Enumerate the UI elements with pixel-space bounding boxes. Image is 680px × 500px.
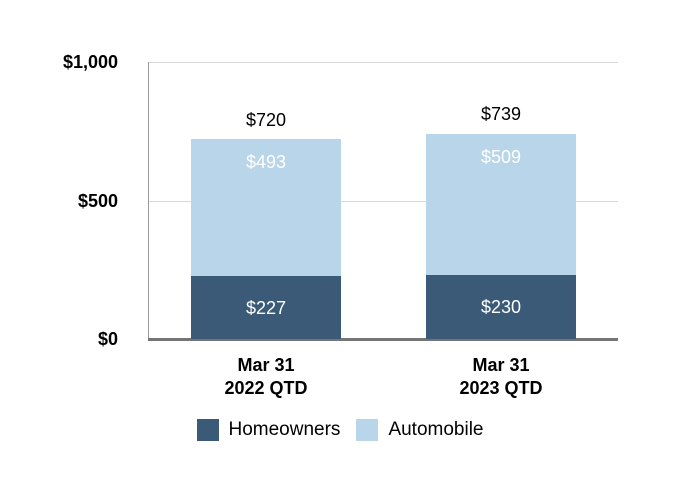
total-value-label-mar-31-2023-qtd: $739 — [480, 104, 522, 124]
bar-segment-homeowners-mar-31-2023-qtd: $230 — [426, 275, 576, 339]
x-category-label-mar-31-2022-qtd: Mar 31 2022 QTD — [191, 354, 341, 400]
x-category-line: Mar 31 — [237, 355, 295, 375]
segment-value-label: $509 — [480, 147, 522, 167]
segment-value-label: $493 — [245, 152, 287, 172]
x-category-line: 2022 QTD — [224, 378, 308, 398]
x-axis-line — [148, 338, 618, 341]
legend-item-automobile: Automobile — [356, 418, 484, 441]
y-tick-label-500: $500 — [77, 191, 118, 211]
segment-value-label: $227 — [245, 297, 287, 318]
gridline-1000 — [148, 62, 618, 63]
y-tick-label-1000: $1,000 — [62, 52, 118, 72]
gridline-500 — [148, 201, 618, 202]
legend-swatch-automobile — [356, 418, 379, 441]
total-value-label-mar-31-2022-qtd: $720 — [245, 110, 287, 130]
y-axis-line — [148, 62, 149, 339]
legend-item-homeowners: Homeowners — [196, 418, 341, 441]
bar-segment-automobile-mar-31-2022-qtd: $493 — [191, 139, 341, 276]
segment-value-label: $230 — [480, 297, 522, 317]
legend-swatch-homeowners — [196, 418, 219, 441]
y-tick-label-0: $0 — [97, 329, 118, 349]
x-category-line: 2023 QTD — [459, 378, 543, 398]
legend-label-homeowners: Homeowners — [228, 419, 341, 440]
bar-segment-homeowners-mar-31-2022-qtd: $227 — [191, 276, 341, 339]
legend-label-automobile: Automobile — [388, 419, 484, 440]
x-category-label-mar-31-2023-qtd: Mar 31 2023 QTD — [426, 354, 576, 400]
x-category-line: Mar 31 — [472, 355, 530, 375]
bar-segment-automobile-mar-31-2023-qtd: $509 — [426, 134, 576, 275]
legend: Homeowners Automobile — [0, 418, 680, 441]
